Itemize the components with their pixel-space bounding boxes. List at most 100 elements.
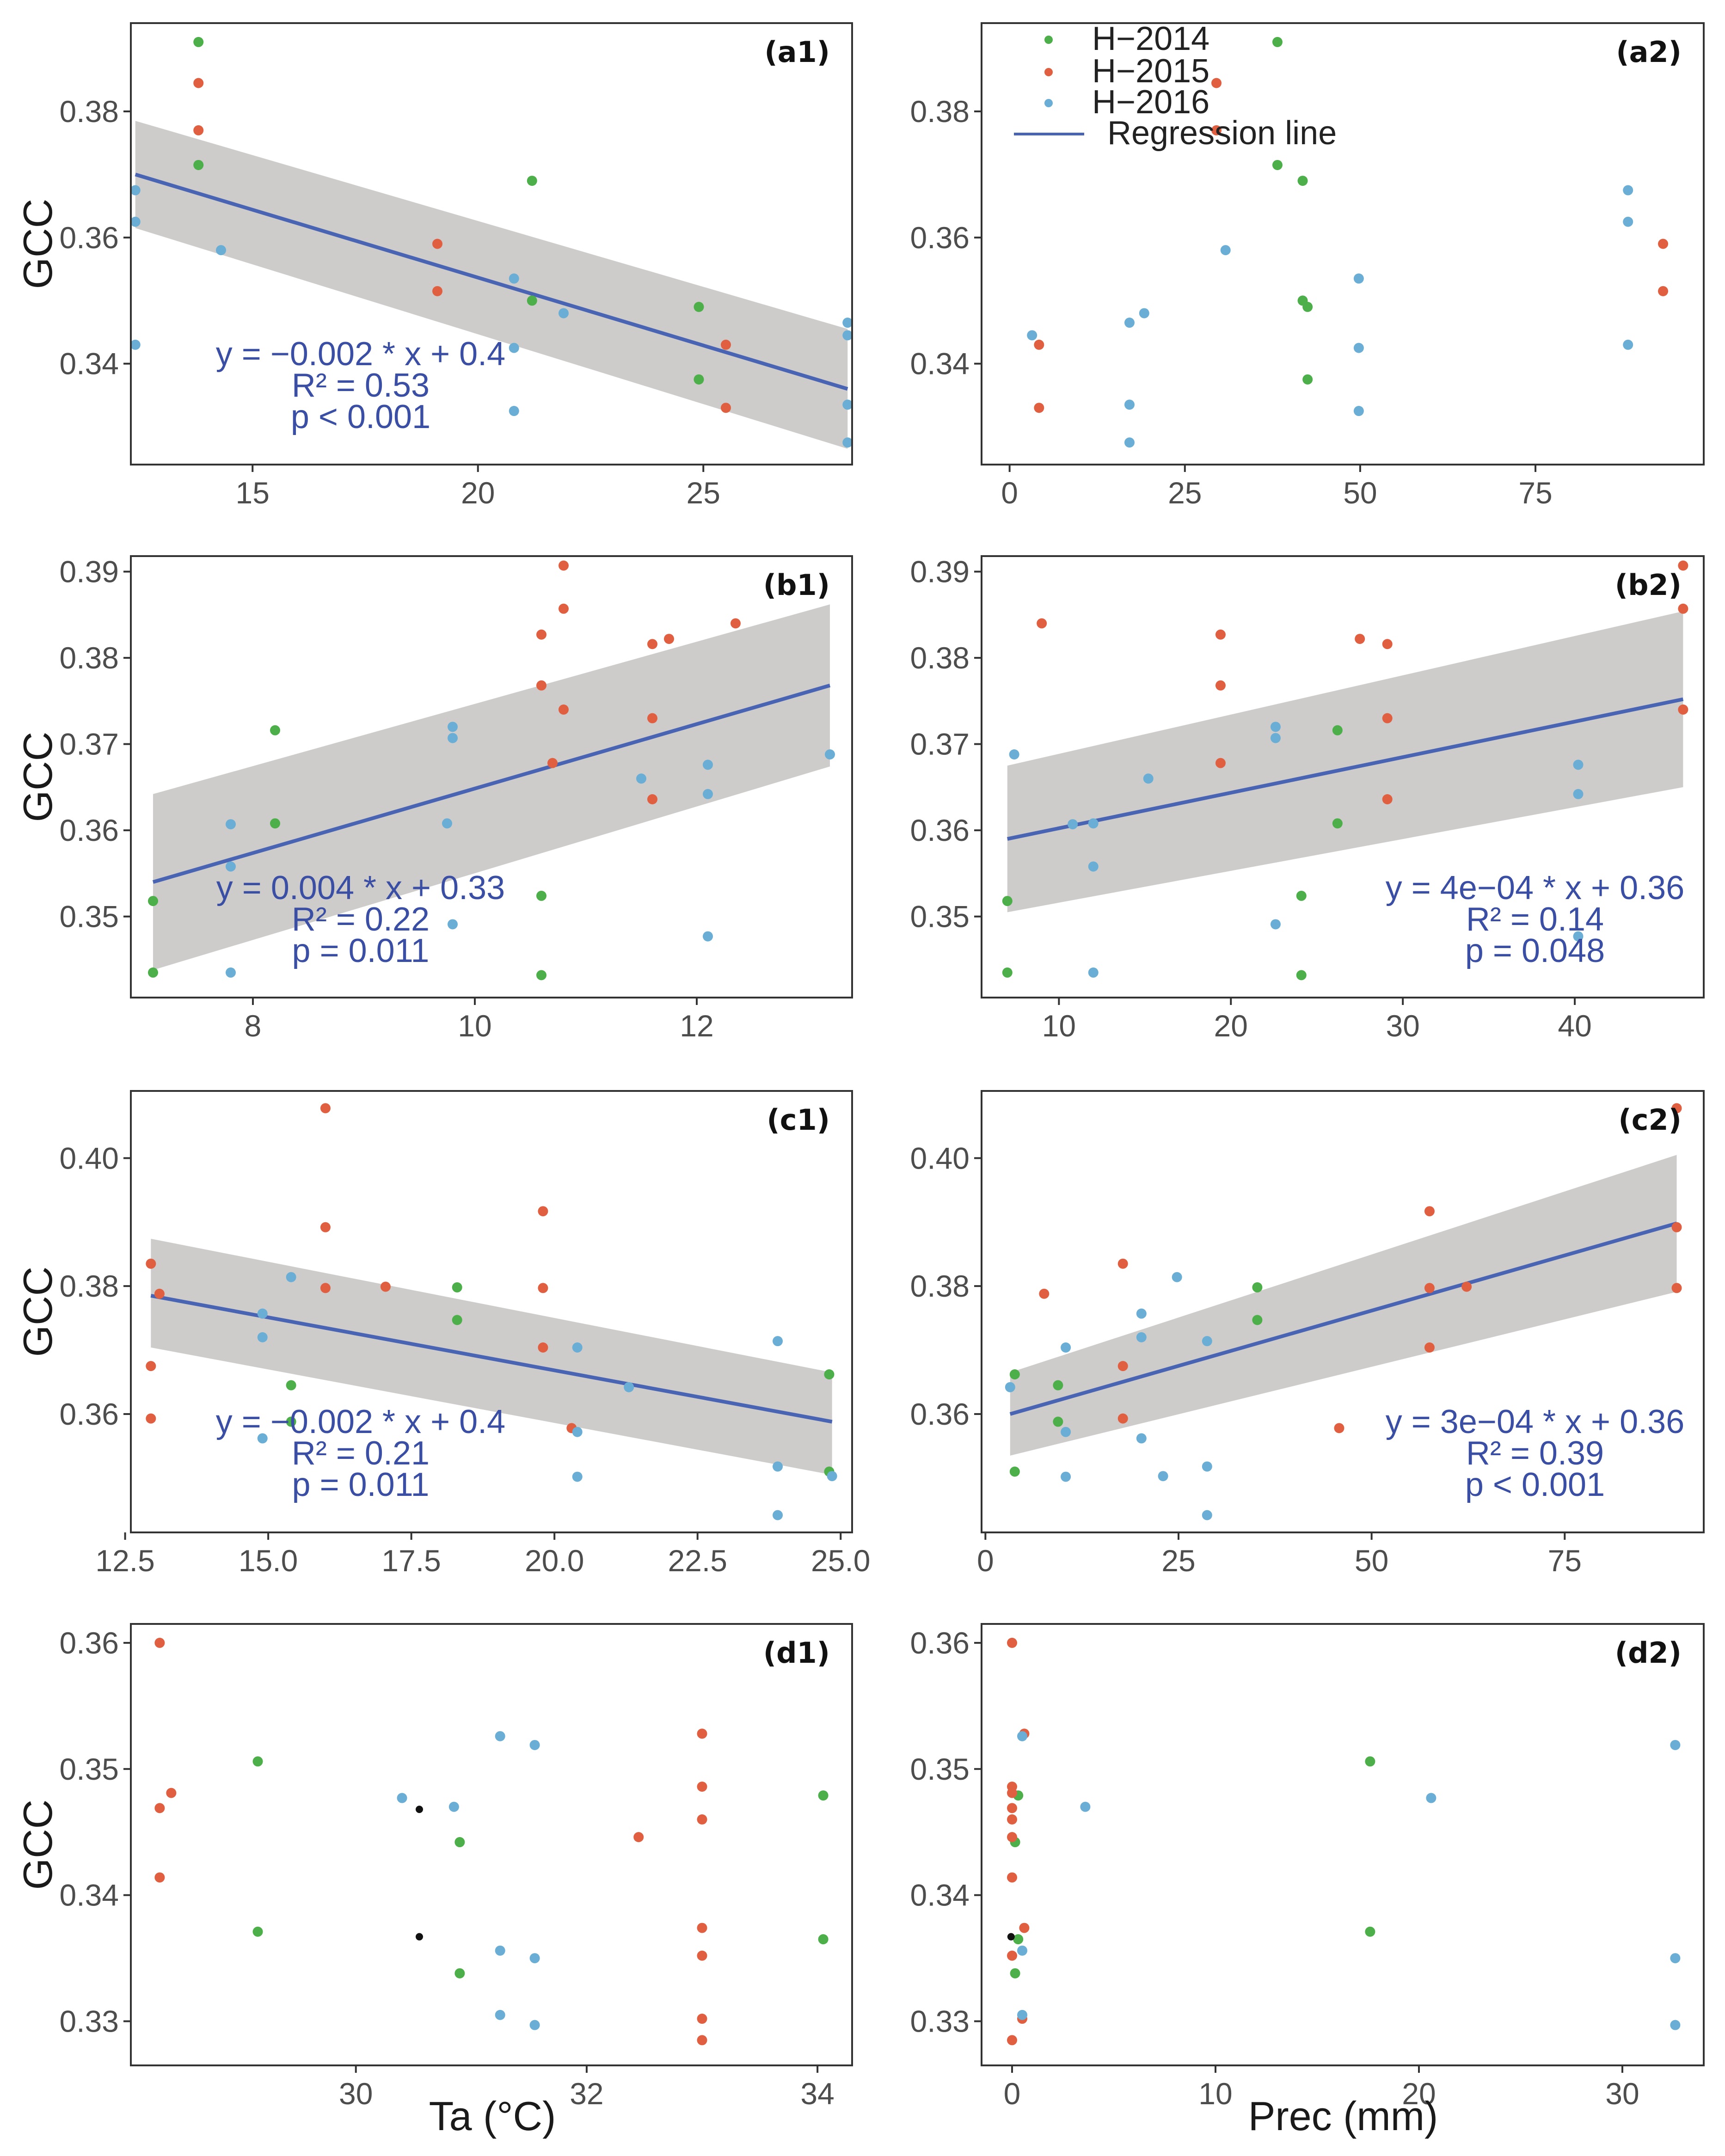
y-axis-title-c1: GCC: [15, 1267, 61, 1357]
point-b2-H-2014-4: [1296, 890, 1307, 901]
point-d2-H-2016-2: [1017, 1731, 1027, 1741]
y-tick-label-a1-2: 0.38: [60, 94, 119, 129]
y-tick-label-c1-0: 0.36: [60, 1397, 119, 1431]
point-a1-H-2014-4: [694, 301, 704, 312]
y-tick-label-b1-4: 0.39: [60, 555, 119, 589]
y-tick-label-b1-2: 0.37: [60, 727, 119, 761]
point-d2-H-2016-4: [1017, 1945, 1027, 1956]
point-c2-H-2016-2: [1136, 1332, 1147, 1342]
panel-label-b1: (b1): [763, 568, 830, 602]
x-tick-label-c2-2: 50: [1355, 1544, 1388, 1578]
point-b2-H-2015-5: [1215, 758, 1226, 768]
point-c1-H-2015-8: [154, 1288, 165, 1299]
annotation-c1-1: R² = 0.21: [292, 1435, 430, 1472]
y-tick-label-b2-4: 0.39: [910, 555, 970, 589]
point-c1-H-2016-6: [572, 1471, 583, 1482]
point-a1-H-2016-1: [130, 216, 141, 227]
point-d2-H-2016-1: [1080, 1801, 1091, 1812]
point-c1-H-2015-2: [320, 1283, 331, 1293]
point-d2-H-2015-8: [1019, 1923, 1030, 1933]
point-b2-H-2014-2: [1332, 725, 1343, 735]
x-tick-label-d1-2: 34: [800, 2076, 834, 2111]
annotation-b2-0: y = 4e−04 * x + 0.36: [1386, 870, 1685, 906]
point-d1-H-2015-9: [697, 1950, 707, 1961]
point-d2-H-2016-7: [1670, 2020, 1681, 2030]
point-b1-H-2014-2: [270, 725, 280, 735]
point-c2-H-2016-6: [1061, 1471, 1071, 1482]
point-c2-H-2016-7: [1005, 1382, 1015, 1392]
y-tick-label-d2-2: 0.35: [910, 1752, 970, 1786]
point-a1-H-2015-3: [432, 286, 442, 296]
point-b1-H-2015-3: [536, 680, 546, 691]
point-d1-H-2016-7: [529, 2020, 540, 2030]
legend-swatch-H-2014: [1044, 36, 1053, 44]
point-b2-H-2015-6: [1382, 639, 1393, 649]
legend-swatch-H-2015: [1044, 68, 1053, 76]
point-c1-H-2014-1: [286, 1416, 296, 1427]
y-tick-label-d1-3: 0.36: [60, 1626, 119, 1660]
point-d1-H-2016-0: [397, 1793, 407, 1803]
point-d2-H-2015-1: [1007, 1803, 1017, 1813]
point-c2-H-2016-5: [1061, 1427, 1071, 1437]
point-d2-H-2015-7: [1007, 1814, 1017, 1825]
panel-a2: 0.34 0.36 0.38 0 25 50 75 (a2): [910, 22, 1705, 510]
panel-frame-c1: [130, 1090, 853, 1533]
x-tick-label-c2-1: 25: [1161, 1544, 1195, 1578]
point-a2-H-2016-0: [1623, 185, 1633, 196]
point-b1-H-2016-3: [448, 722, 458, 732]
point-a1-H-2016-0: [130, 185, 141, 196]
point-a2-H-2015-5: [1034, 403, 1044, 413]
panel-label-b2: (b2): [1615, 568, 1682, 602]
panels: 0.34 0.36 0.38 15 20 25 (a1) GCC y = −0.002 * x …: [15, 20, 1705, 2111]
x-tick-label-b2-3: 40: [1558, 1009, 1591, 1043]
point-d2-H-2016-5: [1670, 1953, 1681, 1964]
annotation-b2-1: R² = 0.14: [1466, 901, 1604, 938]
annotation-c2-1: R² = 0.39: [1466, 1435, 1604, 1472]
point-d2-extra-0: [1007, 1933, 1015, 1941]
panel-label-a1: (a1): [764, 35, 830, 69]
point-d2-H-2014-5: [1013, 1934, 1024, 1945]
annotation-b1-0: y = 0.004 * x + 0.33: [216, 870, 505, 906]
point-b1-H-2016-2: [226, 967, 236, 978]
point-c2-H-2016-1: [1136, 1308, 1147, 1319]
x-tick-label-a2-3: 75: [1518, 476, 1552, 510]
y-axis-title-d1: GCC: [15, 1800, 61, 1890]
point-b2-H-2015-3: [1215, 680, 1226, 691]
point-b2-H-2016-2: [1088, 967, 1099, 978]
legend-label-H-2014: H−2014: [1092, 20, 1209, 57]
point-a2-H-2016-4: [1353, 273, 1364, 284]
y-tick-label-b2-1: 0.36: [910, 813, 970, 847]
point-b1-H-2016-4: [448, 733, 458, 743]
point-a1-H-2015-1: [193, 125, 204, 135]
regression-line-b1: [152, 683, 831, 884]
x-tick-label-c1-4: 22.5: [668, 1544, 727, 1578]
x-tick-label-c1-5: 25.0: [811, 1544, 870, 1578]
legend-label-regression: Regression line: [1107, 115, 1337, 152]
point-d1-H-2015-8: [697, 1923, 707, 1933]
point-c1-H-2016-1: [257, 1308, 268, 1319]
point-d1-H-2016-6: [495, 2009, 505, 2020]
point-b2-H-2014-0: [1002, 896, 1013, 906]
x-tick-label-d1-0: 30: [339, 2076, 373, 2111]
point-c1-H-2016-11: [827, 1471, 837, 1482]
point-c2-H-2015-9: [1117, 1361, 1128, 1372]
point-d1-H-2015-3: [154, 1872, 165, 1883]
point-b1-H-2014-3: [270, 818, 280, 829]
x-tick-label-b1-2: 12: [680, 1009, 713, 1043]
y-tick-label-c2-1: 0.38: [910, 1269, 970, 1303]
point-d1-H-2014-3: [454, 1968, 465, 1978]
x-tick-label-a1-2: 25: [687, 476, 720, 510]
x-tick-label-b2-0: 10: [1042, 1009, 1076, 1043]
x-tick-label-a1-0: 15: [236, 476, 270, 510]
point-c2-H-2016-11: [1158, 1471, 1168, 1482]
point-a1-H-2014-1: [193, 159, 204, 170]
annotation-a1-0: y = −0.002 * x + 0.4: [216, 336, 505, 373]
panel-label-d2: (d2): [1615, 1636, 1682, 1670]
point-a2-H-2014-2: [1297, 176, 1308, 186]
point-b1-H-2016-5: [442, 818, 452, 829]
x-axis-title-ta: Ta (°C): [429, 2093, 556, 2139]
point-d1-H-2015-2: [166, 1788, 177, 1798]
point-b1-H-2014-0: [148, 896, 158, 906]
point-b1-H-2016-6: [448, 919, 458, 930]
point-c1-H-2015-9: [146, 1361, 156, 1372]
